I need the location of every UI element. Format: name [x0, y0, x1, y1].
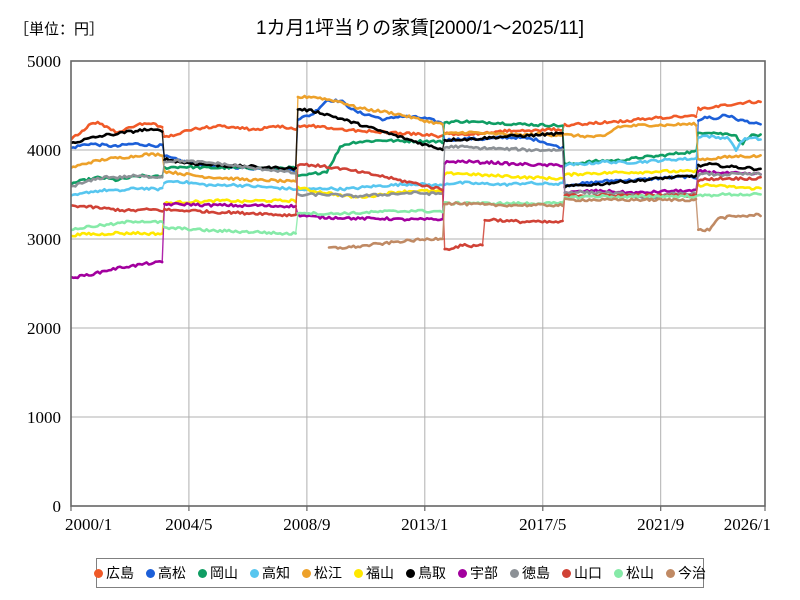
- legend-item-山口[interactable]: 山口: [556, 563, 608, 583]
- legend-item-福山[interactable]: 福山: [348, 563, 400, 583]
- legend-item-高松[interactable]: 高松: [140, 563, 192, 583]
- legend-marker-icon: [406, 568, 415, 578]
- x-tick-label: 2026/1: [724, 515, 771, 534]
- legend-marker-icon: [146, 568, 155, 578]
- legend-item-宇部[interactable]: 宇部: [452, 563, 504, 583]
- legend-marker-icon: [510, 568, 519, 578]
- series-岡山: [71, 119, 762, 186]
- legend-item-高知[interactable]: 高知: [244, 563, 296, 583]
- legend-item-岡山[interactable]: 岡山: [192, 563, 244, 583]
- gridlines: [71, 60, 765, 506]
- y-axis-labels: 0 1000 2000 3000 4000 5000: [27, 52, 61, 516]
- legend-marker-icon: [666, 568, 675, 578]
- x-tick-label: 2008/9: [283, 515, 330, 534]
- legend-label: 松山: [626, 565, 654, 581]
- legend-label: 福山: [366, 565, 394, 581]
- chart-legend: 広島 高松 岡山 高知 松江 福山 鳥取 宇部 徳島 山口 松山 今治: [94, 558, 706, 588]
- legend-marker-icon: [354, 568, 363, 578]
- legend-label: 宇部: [470, 565, 498, 581]
- legend-item-徳島[interactable]: 徳島: [504, 563, 556, 583]
- legend-label: 高知: [262, 565, 290, 581]
- legend-marker-icon: [250, 568, 259, 578]
- legend-label: 広島: [106, 565, 134, 581]
- legend-marker-icon: [198, 568, 207, 578]
- x-tick-label: 2021/9: [637, 515, 684, 534]
- legend-marker-icon: [458, 568, 467, 578]
- legend-label: 高松: [158, 565, 186, 581]
- legend-marker-icon: [94, 568, 103, 578]
- x-tick-label: 2013/1: [401, 515, 448, 534]
- legend-item-鳥取[interactable]: 鳥取: [400, 563, 452, 583]
- series-鳥取: [71, 107, 762, 189]
- legend-marker-icon: [302, 568, 311, 578]
- legend-label: 鳥取: [418, 565, 446, 581]
- y-tick-label: 0: [53, 497, 62, 516]
- series-今治: [327, 197, 762, 250]
- legend-label: 山口: [574, 565, 602, 581]
- legend-label: 今治: [678, 565, 706, 581]
- series-松江: [71, 94, 762, 184]
- page-title: 1カ月1坪当りの家賃[2000/1〜2025/11]: [255, 18, 585, 39]
- y-tick-label: 3000: [27, 230, 61, 249]
- y-tick-label: 5000: [27, 52, 61, 71]
- y-tick-label: 1000: [27, 408, 61, 427]
- legend-item-松江[interactable]: 松江: [296, 563, 348, 583]
- x-tick-label: 2004/5: [165, 515, 212, 534]
- legend-item-今治[interactable]: 今治: [660, 563, 712, 583]
- legend-marker-icon: [614, 568, 623, 578]
- legend-label: 岡山: [210, 565, 238, 581]
- legend-item-広島[interactable]: 広島: [88, 563, 140, 583]
- x-tick-label: 2017/5: [519, 515, 566, 534]
- axis-frame: [70, 60, 766, 507]
- x-tick-label: 2000/1: [65, 515, 112, 534]
- legend-item-松山[interactable]: 松山: [608, 563, 660, 583]
- series-lines: [71, 94, 762, 280]
- y-tick-label: 4000: [27, 141, 61, 160]
- legend-marker-icon: [562, 568, 571, 578]
- x-axis-labels: 2000/1 2004/5 2008/9 2013/1 2017/5 2021/9 2026…: [65, 506, 771, 534]
- series-高知: [71, 134, 762, 197]
- legend-label: 徳島: [522, 565, 550, 581]
- series-広島: [71, 99, 762, 141]
- y-tick-label: 2000: [27, 319, 61, 338]
- legend-label: 松江: [314, 565, 342, 581]
- unit-label: ［単位：円］: [14, 21, 105, 38]
